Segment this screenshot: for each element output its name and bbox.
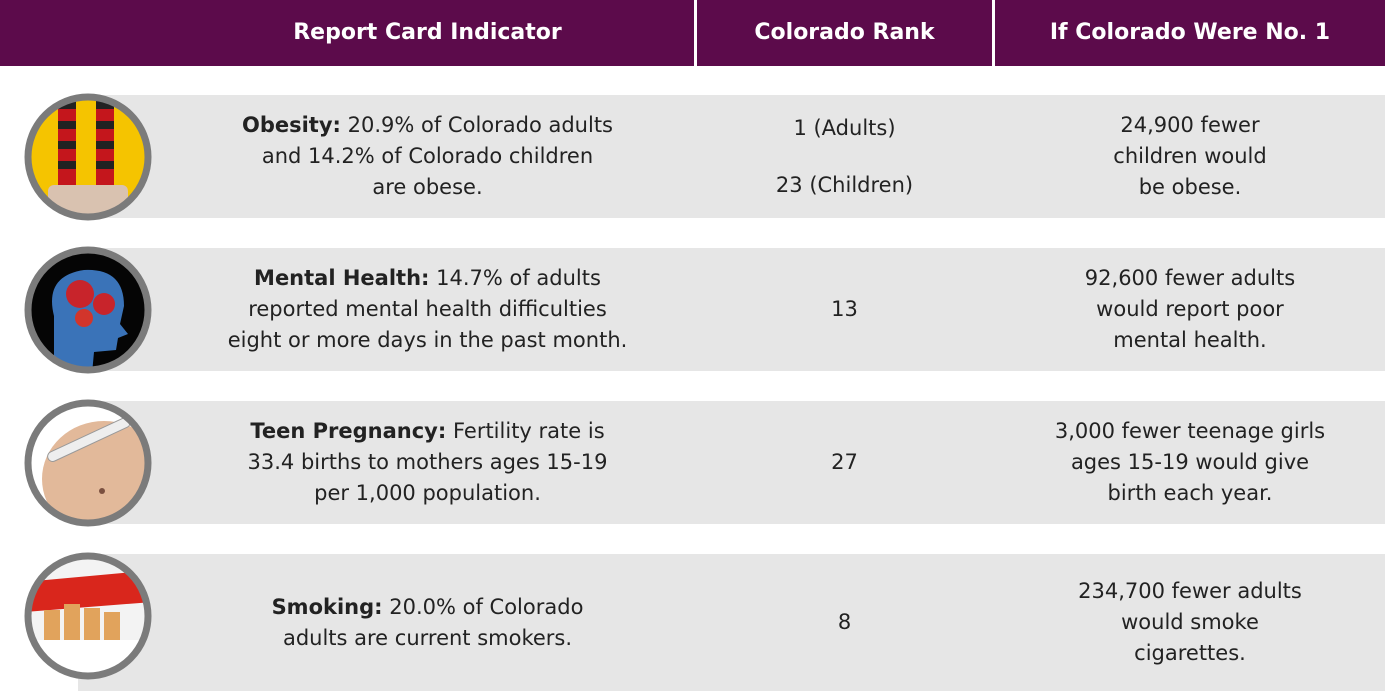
impact-line: 92,600 fewer adults	[1084, 266, 1296, 290]
header-bar	[0, 0, 1385, 66]
impact-cell: 234,700 fewer adults would smoke cigarette…	[995, 554, 1385, 691]
indicator-text: 20.0% of Colorado	[389, 594, 584, 619]
rank-cell: 13	[697, 248, 992, 371]
indicator-line: reported mental health difficulties	[160, 294, 695, 325]
header-divider	[992, 0, 995, 66]
indicator-cell: Mental Health: 14.7% of adults reported m…	[160, 248, 695, 371]
impact-line: would smoke	[1121, 610, 1259, 634]
impact-line: ages 15-19 would give	[1070, 450, 1310, 474]
impact-line: cigarettes.	[1134, 641, 1246, 665]
impact-line: mental health.	[1113, 328, 1267, 352]
indicator-label: Teen Pregnancy:	[250, 419, 447, 443]
header-cell: Colorado Rank	[754, 20, 935, 45]
indicator-text: and 14.2% of Colorado children	[261, 144, 594, 168]
indicator-cell: Obesity: 20.9% of Colorado adults and 14.…	[160, 95, 695, 218]
impact-cell: 24,900 fewer children would be obese.	[995, 95, 1385, 218]
table-row	[78, 248, 1385, 371]
teen-pregnancy-icon	[24, 399, 152, 527]
indicator-line: Teen Pregnancy: Fertility rate is	[160, 416, 695, 447]
mental-health-icon	[24, 246, 152, 374]
impact-line: children would	[1113, 144, 1267, 168]
impact-cell: 3,000 fewer teenage girls ages 15-19 woul…	[995, 401, 1385, 524]
rank-cell: 8	[697, 554, 992, 691]
indicator-line: adults are current smokers.	[160, 623, 695, 654]
impact-line: 234,700 fewer adults	[1078, 579, 1302, 603]
indicator-label: Obesity:	[241, 113, 341, 137]
header-cell: Report Card Indicator	[293, 20, 562, 45]
rank-value: 13	[831, 297, 858, 321]
indicator-line: Mental Health: 14.7% of adults	[160, 263, 695, 294]
indicator-text: adults are current smokers.	[282, 625, 573, 650]
table-row	[78, 554, 1385, 691]
rank-value: 1 (Adults)	[793, 115, 896, 140]
table-row	[78, 95, 1385, 218]
rank-value: 23 (Children)	[775, 172, 914, 197]
indicator-text: reported mental health difficulties	[248, 297, 607, 321]
rank-value: 27	[831, 450, 858, 474]
impact-cell: 92,600 fewer adults would report poor ment…	[995, 248, 1385, 371]
indicator-text: 14.7% of adults	[436, 266, 601, 290]
smoking-icon	[24, 552, 152, 680]
indicator-text: are obese.	[372, 175, 483, 199]
indicator-line: and 14.2% of Colorado children	[160, 141, 695, 172]
header-divider	[694, 0, 697, 66]
indicator-line: Smoking: 20.0% of Colorado	[160, 592, 695, 623]
impact-line: 3,000 fewer teenage girls	[1054, 419, 1326, 443]
obesity-icon	[24, 93, 152, 221]
indicator-text: per 1,000 population.	[314, 481, 541, 505]
indicator-text: Fertility rate is	[452, 419, 605, 443]
indicator-text: eight or more days in the past month.	[227, 328, 628, 352]
rank-value: 8	[837, 610, 852, 634]
impact-line: birth each year.	[1107, 481, 1273, 505]
indicator-line: are obese.	[160, 172, 695, 203]
indicator-label: Smoking:	[271, 594, 383, 619]
impact-line: would report poor	[1096, 297, 1284, 321]
header-cell: If Colorado Were No. 1	[1049, 20, 1331, 45]
indicator-label: Mental Health:	[254, 266, 430, 290]
indicator-line: eight or more days in the past month.	[160, 325, 695, 356]
rank-cell: 27	[697, 401, 992, 524]
impact-line: 24,900 fewer	[1120, 113, 1260, 137]
indicator-cell: Teen Pregnancy: Fertility rate is 33.4 bi…	[160, 401, 695, 524]
indicator-line: Obesity: 20.9% of Colorado adults	[160, 110, 695, 141]
indicator-cell: Smoking: 20.0% of Colorado adults are cur…	[160, 554, 695, 691]
impact-line: be obese.	[1138, 175, 1242, 199]
table-row	[78, 401, 1385, 524]
indicator-line: 33.4 births to mothers ages 15-19	[160, 447, 695, 478]
indicator-text: 33.4 births to mothers ages 15-19	[247, 450, 608, 474]
rank-cell: 1 (Adults) 23 (Children)	[697, 95, 992, 218]
indicator-text: 20.9% of Colorado adults	[347, 113, 613, 137]
indicator-line: per 1,000 population.	[160, 478, 695, 509]
